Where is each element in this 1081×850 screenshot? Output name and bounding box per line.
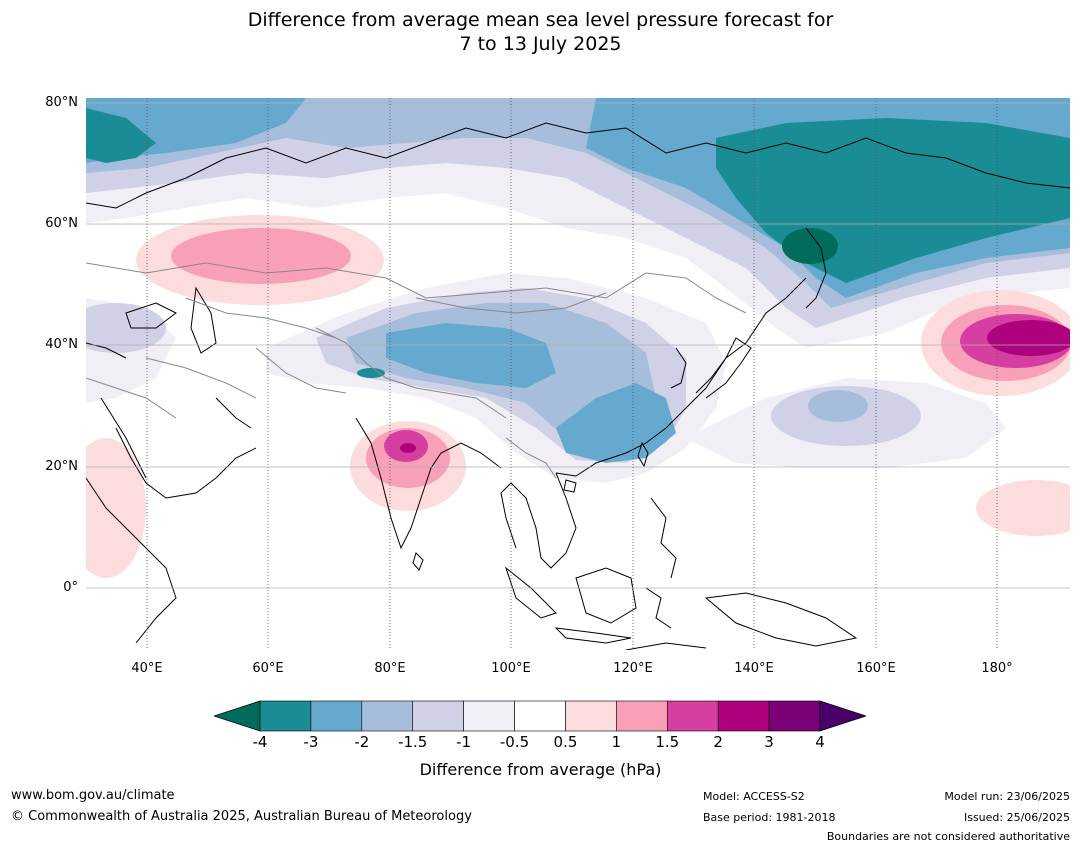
coastline-java [554, 627, 632, 644]
coastline-sumatra [504, 566, 557, 619]
border-middle-east [86, 377, 177, 419]
anomaly-minus-3-himalaya [357, 368, 385, 378]
negative-anomaly-areas [86, 98, 1070, 483]
coastline-black-sea [125, 302, 177, 329]
border-mongolia [415, 292, 607, 314]
coastline-africa [86, 477, 177, 644]
border-central-asia [185, 297, 337, 339]
colorbar-segment [666, 700, 719, 732]
anomaly-plus-05-arabia [86, 438, 146, 578]
coastline-caspian [190, 286, 217, 354]
colorbar-segment [463, 700, 515, 732]
anomaly-minus-4-east [782, 228, 838, 264]
coastline-sri-lanka [412, 552, 424, 571]
footer-issued: Issued: 25/06/2025 [963, 811, 1070, 824]
colorbar-segment [361, 700, 414, 732]
colorbar-tick-label: -4 [252, 733, 268, 751]
longitude-gridlines [146, 98, 998, 650]
lon-label-60e: 60°E [252, 661, 284, 676]
colorbar-segment [717, 700, 770, 732]
anomaly-plus-1-siberia [171, 228, 351, 284]
colorbar-segment [412, 700, 464, 732]
coastline-hainan [563, 479, 577, 493]
coastline-kamchatka [805, 227, 827, 309]
anomaly-minus-15-pacific [808, 390, 868, 422]
coastline-red-sea [100, 397, 147, 479]
colorbar-tick-label: 2 [713, 733, 723, 751]
title-line-1: Difference from average mean sea level p… [247, 9, 834, 31]
coastline-japan [695, 337, 752, 399]
colorbar-label: Difference from average (hPa) [419, 760, 662, 779]
lat-label-20n: 20°N [45, 459, 78, 474]
coastline-indochina [500, 472, 577, 569]
footer-model: Model: ACCESS-S2 [703, 790, 805, 803]
coastline-arctic [86, 122, 1070, 209]
colorbar-tick-label: 3 [764, 733, 774, 751]
title-line-2: 7 to 13 July 2025 [459, 33, 622, 55]
colorbar-tick-label: 1.5 [655, 733, 680, 751]
anomaly-minus-3-west [86, 108, 156, 163]
border-iran [145, 357, 257, 399]
colorbar-tick-label: -3 [303, 733, 319, 751]
coastline-australia-north [625, 642, 707, 650]
anomaly-minus-2-central [386, 323, 556, 388]
coastline-india [355, 417, 502, 550]
lat-label-0: 0° [63, 580, 78, 595]
colorbar-segment [565, 700, 617, 732]
colorbar-tick-label: -1.5 [398, 733, 428, 751]
colorbar-tick-label: 1 [611, 733, 622, 751]
footer-model-run: Model run: 23/06/2025 [944, 790, 1070, 803]
lat-label-60n: 60°N [45, 216, 78, 231]
lon-label-80e: 80°E [374, 661, 406, 676]
anomaly-minus-1-west [86, 303, 166, 353]
footer-base-period: Base period: 1981-2018 [703, 811, 836, 824]
lon-label-100e: 100°E [491, 661, 531, 676]
footer-website: www.bom.gov.au/climate [11, 788, 175, 803]
colorbar [214, 700, 866, 732]
colorbar-segment [310, 700, 363, 732]
colorbar-over-arrow [819, 700, 866, 732]
coastline-arabia [115, 427, 257, 499]
anomaly-plus-05-pacific-south [976, 480, 1070, 536]
colorbar-segment [514, 700, 566, 732]
lon-label-180: 180° [981, 661, 1013, 676]
colorbar-tick-label: -0.5 [499, 733, 530, 751]
anomaly-plus-2-pacific-north [987, 320, 1070, 356]
border-southeast-asia [505, 437, 557, 479]
colorbar-segment [768, 700, 821, 732]
colorbar-tick-label: 4 [815, 733, 825, 751]
coastline-sulawesi [645, 587, 672, 629]
coastline-new-guinea [704, 592, 858, 647]
latitude-gridlines [86, 102, 1070, 589]
coastline-taiwan [637, 441, 649, 468]
coastline-korea [670, 347, 687, 389]
chart-title: Difference from average mean sea level p… [0, 8, 1081, 56]
anomaly-plus-2-india [400, 443, 416, 453]
lon-label-120e: 120°E [613, 661, 653, 676]
lat-label-40n: 40°N [45, 337, 78, 352]
colorbar-tick-label: -2 [354, 733, 370, 751]
lat-label-80n: 80°N [45, 95, 78, 110]
coastline-philippines [650, 497, 677, 579]
country-borders [86, 262, 747, 479]
colorbar-segment [259, 700, 312, 732]
footer-disclaimer: Boundaries are not considered authoritat… [826, 830, 1070, 843]
footer-copyright: © Commonwealth of Australia 2025, Austra… [11, 809, 472, 824]
colorbar-tick-label: 0.5 [553, 733, 578, 751]
lon-label-140e: 140°E [734, 661, 774, 676]
border-china-west [315, 327, 507, 419]
colorbar-tick-label: -1 [456, 733, 472, 751]
colorbar-under-arrow [214, 700, 261, 732]
lon-label-160e: 160°E [856, 661, 896, 676]
pressure-anomaly-map [86, 98, 1070, 650]
coastline-borneo [575, 567, 637, 624]
coastline-pacific-asia [555, 277, 807, 477]
lon-label-40e: 40°E [131, 661, 163, 676]
colorbar-segment [616, 700, 668, 732]
coastlines [86, 122, 1070, 650]
coastline-persian-gulf [215, 397, 252, 429]
border-russia-south [86, 262, 747, 314]
border-pakistan [255, 347, 347, 394]
